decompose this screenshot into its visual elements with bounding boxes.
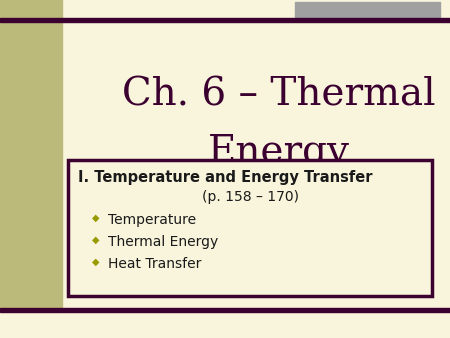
Text: Thermal Energy: Thermal Energy bbox=[108, 235, 218, 249]
Text: (p. 158 – 170): (p. 158 – 170) bbox=[202, 190, 298, 204]
Text: I. Temperature and Energy Transfer: I. Temperature and Energy Transfer bbox=[78, 170, 373, 185]
Text: Temperature: Temperature bbox=[108, 213, 196, 227]
Text: ◆: ◆ bbox=[92, 235, 100, 245]
Text: Heat Transfer: Heat Transfer bbox=[108, 257, 202, 271]
Text: Ch. 6 – Thermal: Ch. 6 – Thermal bbox=[122, 76, 436, 113]
Bar bbox=[0, 18, 450, 22]
Bar bbox=[295, 2, 440, 20]
Bar bbox=[0, 308, 450, 312]
Text: Energy: Energy bbox=[208, 134, 350, 171]
Bar bbox=[0, 0, 62, 310]
Text: ◆: ◆ bbox=[92, 213, 100, 223]
Text: ◆: ◆ bbox=[92, 257, 100, 267]
FancyBboxPatch shape bbox=[68, 160, 432, 296]
